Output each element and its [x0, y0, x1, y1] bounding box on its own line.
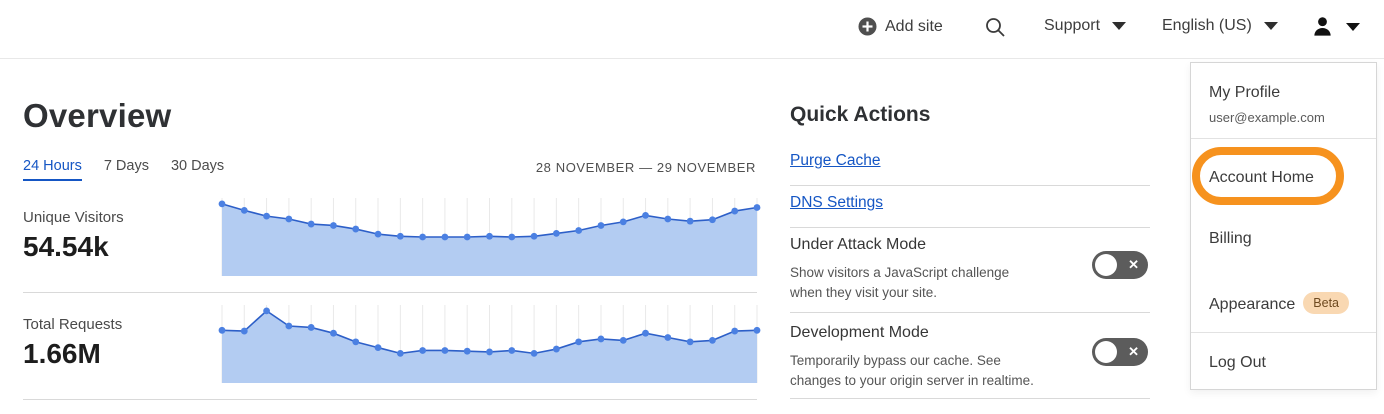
menu-item-appearance[interactable]: Appearance Beta [1209, 292, 1350, 314]
toggle-knob [1095, 254, 1117, 276]
purge-cache-link[interactable]: Purge Cache [790, 152, 881, 169]
support-menu-button[interactable]: Support [1044, 17, 1127, 35]
chevron-down-icon [1112, 22, 1127, 30]
under-attack-mode-description: Show visitors a JavaScript challenge whe… [790, 265, 1010, 300]
plus-circle-icon [858, 17, 877, 36]
under-attack-mode-title: Under Attack Mode [790, 236, 927, 253]
quick-actions-title: Quick Actions [790, 103, 931, 126]
quick-actions-divider [790, 185, 1150, 186]
support-label: Support [1044, 17, 1101, 34]
page-title: Overview [23, 97, 172, 134]
user-email: user@example.com [1209, 110, 1325, 125]
add-site-label: Add site [885, 17, 943, 35]
menu-item-account-home[interactable]: Account Home [1209, 169, 1314, 186]
beta-badge: Beta [1303, 292, 1350, 314]
section-divider [23, 292, 757, 293]
user-dropdown-menu: My Profile user@example.com Account Home… [1190, 62, 1377, 390]
user-account-menu-button[interactable] [1311, 15, 1360, 38]
quick-actions-divider [790, 227, 1150, 228]
quick-actions-divider [790, 312, 1150, 313]
tab-7-days[interactable]: 7 Days [103, 158, 149, 174]
menu-item-log-out[interactable]: Log Out [1209, 354, 1266, 371]
unique-visitors-label: Unique Visitors [23, 209, 124, 226]
quick-actions-divider [790, 398, 1150, 399]
dns-settings-link[interactable]: DNS Settings [790, 194, 884, 211]
x-icon: ✕ [1128, 343, 1139, 359]
chevron-down-icon [1346, 22, 1360, 31]
under-attack-mode-toggle[interactable]: ✕ [1092, 251, 1148, 279]
tab-30-days[interactable]: 30 Days [170, 158, 225, 174]
person-icon [1314, 17, 1331, 36]
toggle-knob [1095, 341, 1117, 363]
menu-item-my-profile[interactable]: My Profile [1209, 84, 1281, 101]
chevron-down-icon [1263, 22, 1278, 30]
add-site-button[interactable]: Add site [858, 17, 943, 36]
total-requests-value: 1.66M [23, 338, 101, 369]
unique-visitors-chart [218, 198, 761, 276]
menu-divider [1191, 332, 1376, 333]
tab-24-hours[interactable]: 24 Hours [23, 158, 82, 181]
unique-visitors-value: 54.54k [23, 231, 109, 262]
top-navigation-bar: Add site Support English (US) [0, 0, 1384, 59]
development-mode-toggle[interactable]: ✕ [1092, 338, 1148, 366]
search-icon [986, 18, 1005, 37]
time-range-tabs: 24 Hours 7 Days 30 Days [23, 158, 224, 181]
date-range-label: 28 NOVEMBER — 29 NOVEMBER [535, 160, 756, 175]
language-label: English (US) [1162, 17, 1252, 34]
development-mode-description: Temporarily bypass our cache. See change… [790, 353, 1034, 388]
x-icon: ✕ [1128, 256, 1139, 272]
language-menu-button[interactable]: English (US) [1162, 17, 1278, 35]
menu-divider [1191, 138, 1376, 139]
menu-item-billing[interactable]: Billing [1209, 230, 1252, 247]
total-requests-label: Total Requests [23, 316, 123, 333]
total-requests-chart [218, 305, 761, 383]
development-mode-title: Development Mode [790, 324, 929, 341]
search-button[interactable] [985, 17, 1006, 38]
appearance-label: Appearance [1209, 296, 1296, 313]
section-divider [23, 399, 757, 400]
